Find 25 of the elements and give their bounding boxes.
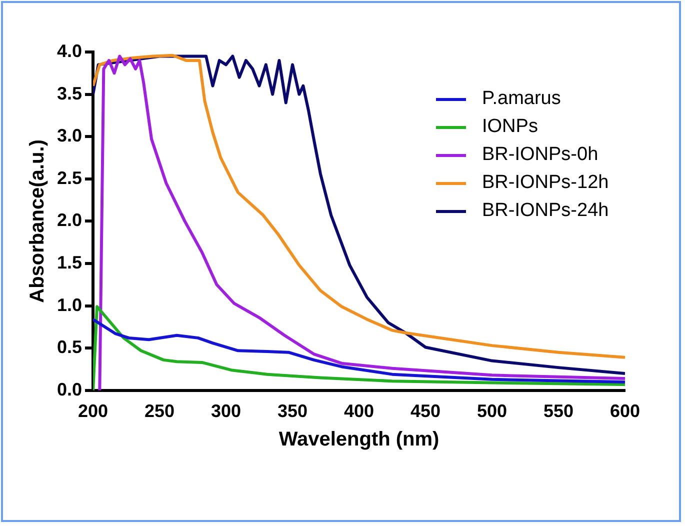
- x-tick-label: 300: [210, 401, 242, 422]
- x-tick-label: 500: [476, 401, 508, 422]
- y-tick-label: 1.0: [56, 294, 82, 315]
- x-axis-title: Wavelength (nm): [278, 428, 440, 451]
- y-tick-label: 2.0: [56, 210, 82, 230]
- y-tick-label: 0.0: [56, 379, 82, 400]
- y-tick-label: 3.5: [56, 83, 82, 104]
- x-tick-label: 250: [144, 401, 175, 422]
- legend-label: BR-IONPs-0h: [482, 144, 598, 166]
- legend-label: BR-IONPs-12h: [482, 172, 609, 194]
- x-tick-label: 350: [277, 401, 308, 422]
- y-axis-title: Absorbance(a.u.): [26, 140, 49, 303]
- legend-label: BR-IONPs-24h: [482, 200, 609, 222]
- y-tick-label: 2.5: [56, 168, 82, 188]
- x-tick-label: 600: [610, 401, 640, 422]
- y-tick-label: 4.0: [56, 40, 82, 61]
- legend-label: IONPs: [482, 116, 538, 138]
- x-tick-label: 450: [410, 401, 441, 422]
- x-tick-label: 400: [344, 401, 374, 422]
- legend-label: P.amarus: [482, 88, 561, 110]
- y-tick-label: 3.0: [56, 126, 82, 146]
- x-tick-label: 200: [78, 401, 108, 422]
- x-tick-label: 550: [543, 401, 574, 422]
- y-tick-label: 1.5: [56, 252, 82, 272]
- y-tick-label: 0.5: [56, 337, 82, 358]
